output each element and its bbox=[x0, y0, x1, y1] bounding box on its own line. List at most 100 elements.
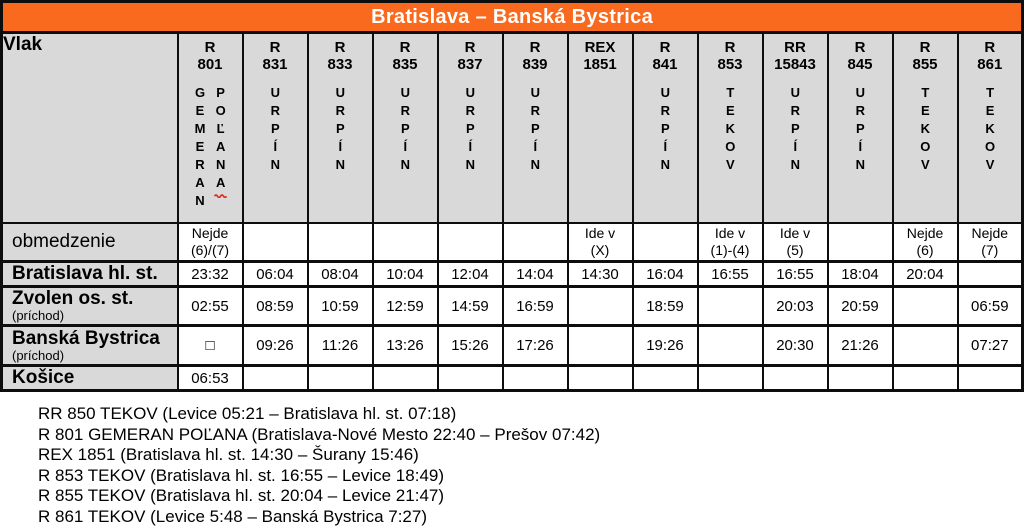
time-cell: 10:59 bbox=[306, 285, 374, 327]
restriction-cell: Ide v (5) bbox=[761, 221, 829, 263]
time-cell bbox=[566, 324, 634, 367]
train-number: R 845 bbox=[847, 39, 873, 73]
restriction-row: obmedzenie Nejde (6)/(7) Ide v (X) Ide v… bbox=[0, 221, 1024, 263]
restriction-cell: Ide v (X) bbox=[566, 221, 634, 263]
train-header: R 841 URPÍN bbox=[631, 31, 699, 224]
train-name: URPÍN bbox=[462, 85, 478, 175]
footnote: RR 850 TEKOV (Levice 05:21 – Bratislava … bbox=[38, 404, 457, 423]
train-header: R 837 URPÍN bbox=[436, 31, 504, 224]
time-cell: 20:30 bbox=[761, 324, 829, 367]
station-label-cell: Zvolen os. st. (príchod) bbox=[0, 285, 179, 327]
restriction-cell bbox=[436, 221, 504, 263]
footnote: R 853 TEKOV (Bratislava hl. st. 16:55 – … bbox=[38, 465, 445, 485]
time-cell: 18:59 bbox=[631, 285, 699, 327]
time-cell bbox=[241, 364, 309, 392]
train-header: R 801 GEMERAN POĽANA bbox=[176, 31, 244, 224]
train-name: URPÍN bbox=[787, 85, 803, 175]
footnote: R 861 TEKOV (Levice 5:48 – Banská Bystri… bbox=[38, 506, 427, 526]
train-header: R 855 TEKOV bbox=[891, 31, 959, 224]
train-header-row: Vlak R 801 GEMERAN POĽANA R 831 URPÍN R … bbox=[0, 31, 1024, 224]
time-cell: 14:59 bbox=[436, 285, 504, 327]
train-number: R 833 bbox=[327, 39, 353, 73]
time-cell bbox=[826, 364, 894, 392]
station-row: Banská Bystrica (príchod) □ 09:26 11:26 … bbox=[0, 324, 1024, 367]
time-cell bbox=[891, 285, 959, 327]
restriction-cell bbox=[241, 221, 309, 263]
train-number: R 861 bbox=[977, 39, 1003, 73]
time-cell: 06:53 bbox=[176, 364, 244, 392]
train-number: R 835 bbox=[392, 39, 418, 73]
time-cell: 18:04 bbox=[826, 260, 894, 288]
restriction-cell bbox=[371, 221, 439, 263]
train-number: RR 15843 bbox=[774, 39, 816, 73]
timetable-table: Bratislava – Banská Bystrica Vlak R 801 … bbox=[0, 0, 1024, 392]
time-cell: 14:04 bbox=[501, 260, 569, 288]
station-sublabel: (príchod) bbox=[12, 308, 65, 323]
train-name: TEKOV bbox=[982, 85, 998, 175]
train-header: R 861 TEKOV bbox=[956, 31, 1024, 224]
train-header: RR 15843 URPÍN bbox=[761, 31, 829, 224]
train-number: REX 1851 bbox=[583, 39, 617, 73]
time-cell bbox=[696, 285, 764, 327]
title-banner: Bratislava – Banská Bystrica bbox=[0, 0, 1024, 34]
time-cell: 15:26 bbox=[436, 324, 504, 367]
train-number: R 853 bbox=[717, 39, 743, 73]
train-name: URPÍN bbox=[527, 85, 543, 175]
time-cell bbox=[566, 364, 634, 392]
station-row: Bratislava hl. st. 23:32 06:04 08:04 10:… bbox=[0, 260, 1024, 288]
page-title: Bratislava – Banská Bystrica bbox=[371, 5, 653, 28]
time-cell: 17:26 bbox=[501, 324, 569, 367]
train-name: GEMERAN bbox=[192, 85, 208, 211]
time-cell bbox=[891, 364, 959, 392]
footnote: R 855 TEKOV (Bratislava hl. st. 20:04 – … bbox=[38, 486, 445, 505]
time-cell bbox=[761, 364, 829, 392]
time-cell: 12:59 bbox=[371, 285, 439, 327]
train-number: R 801 bbox=[197, 39, 223, 73]
time-cell: 10:04 bbox=[371, 260, 439, 288]
time-cell bbox=[501, 364, 569, 392]
time-cell bbox=[306, 364, 374, 392]
train-number: R 839 bbox=[522, 39, 548, 73]
train-header: R 853 TEKOV bbox=[696, 31, 764, 224]
time-cell: □ bbox=[176, 324, 244, 367]
train-header: R 839 URPÍN bbox=[501, 31, 569, 224]
station-sublabel: (príchod) bbox=[12, 347, 65, 363]
time-cell: 08:59 bbox=[241, 285, 309, 327]
time-cell: 21:26 bbox=[826, 324, 894, 367]
time-cell: 16:59 bbox=[501, 285, 569, 327]
restriction-cell: Nejde (7) bbox=[956, 221, 1024, 263]
time-cell: 06:59 bbox=[956, 285, 1024, 327]
footnote: REX 1851 (Bratislava hl. st. 14:30 – Šur… bbox=[38, 445, 419, 464]
time-cell bbox=[696, 324, 764, 367]
time-cell: 12:04 bbox=[436, 260, 504, 288]
train-number: R 855 bbox=[912, 39, 938, 73]
train-number: R 841 bbox=[652, 39, 678, 73]
time-cell: 13:26 bbox=[371, 324, 439, 367]
train-header: REX 1851 bbox=[566, 31, 634, 224]
restriction-cell bbox=[826, 221, 894, 263]
time-cell: 19:26 bbox=[631, 324, 699, 367]
time-cell: 11:26 bbox=[306, 324, 374, 367]
station-row: Košice 06:53 bbox=[0, 364, 1024, 392]
time-cell bbox=[956, 364, 1024, 392]
time-cell: 09:26 bbox=[241, 324, 309, 367]
time-cell bbox=[956, 260, 1024, 288]
train-name: URPÍN bbox=[267, 85, 283, 175]
time-cell: 20:04 bbox=[891, 260, 959, 288]
station-name: Banská Bystrica bbox=[12, 327, 160, 349]
time-cell bbox=[696, 364, 764, 392]
restriction-cell bbox=[306, 221, 374, 263]
vlak-header-cell: Vlak bbox=[0, 31, 179, 224]
time-cell: 02:55 bbox=[176, 285, 244, 327]
station-name: Košice bbox=[12, 367, 75, 388]
time-cell: 07:27 bbox=[956, 324, 1024, 367]
time-cell bbox=[631, 364, 699, 392]
restriction-cell: Ide v (1)-(4) bbox=[696, 221, 764, 263]
train-name: URPÍN bbox=[852, 85, 868, 175]
time-cell: 23:32 bbox=[176, 260, 244, 288]
train-name: POĽANA bbox=[213, 85, 229, 193]
restriction-label-cell: obmedzenie bbox=[0, 221, 179, 263]
time-cell bbox=[371, 364, 439, 392]
restriction-cell bbox=[631, 221, 699, 263]
restriction-cell: Nejde (6) bbox=[891, 221, 959, 263]
